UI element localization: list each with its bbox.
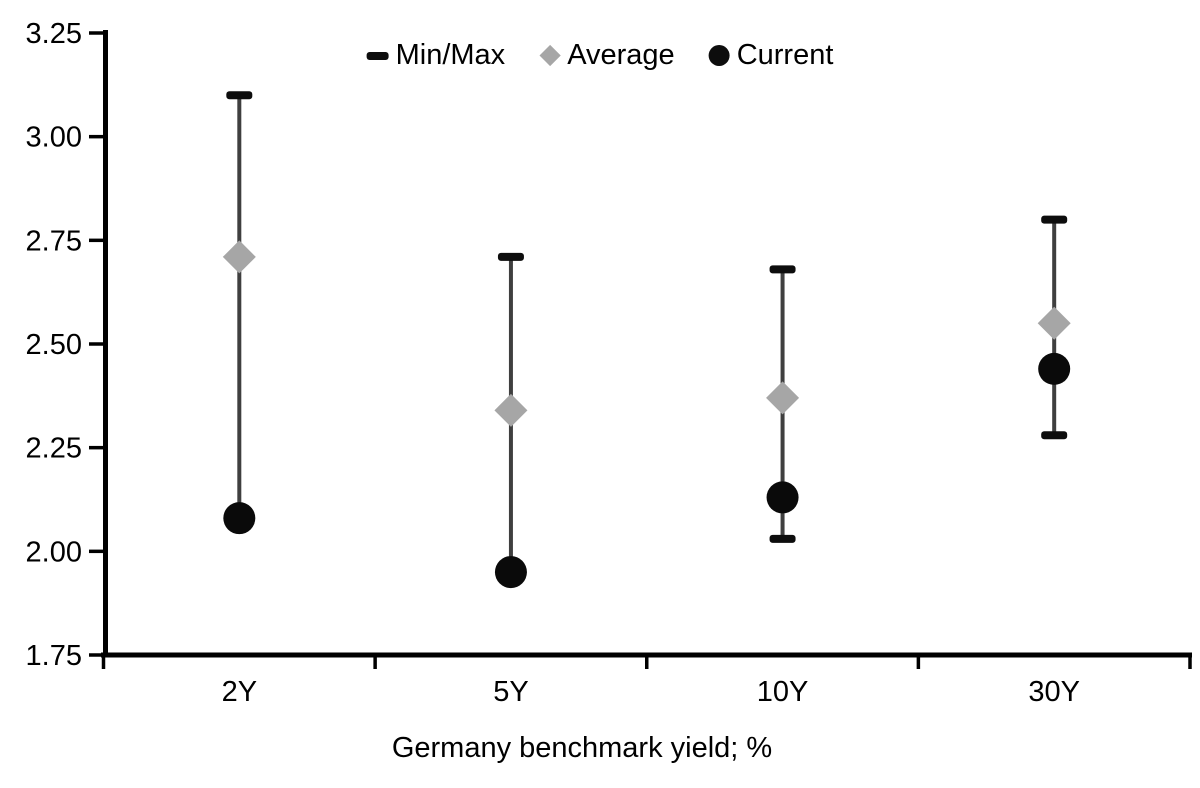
min-cap-10Y [769,534,796,543]
legend-item-average: Average [539,39,675,72]
current-marker-2Y [223,502,256,535]
x-tick-label-30Y: 30Y [1028,676,1080,708]
max-cap-30Y [1041,215,1068,224]
average-marker-2Y [222,240,256,274]
legend-item-current: Current [708,39,834,72]
legend-label-average: Average [567,39,675,71]
average-marker-30Y [1037,306,1071,340]
y-tick-label: 3.00 [26,122,82,154]
legend-label-minmax: Min/Max [395,39,506,71]
x-tick-label-5Y: 5Y [493,676,528,708]
y-tick-label: 3.25 [26,18,82,50]
legend-label-current: Current [736,39,834,71]
x-axis-title: Germany benchmark yield; % [392,732,772,764]
legend: Min/Max Average Current [366,39,834,72]
current-marker-5Y [494,556,527,589]
y-tick-label: 2.25 [26,433,82,465]
max-cap-5Y [497,252,524,261]
current-marker-30Y [1038,352,1071,385]
current-marker-10Y [766,481,799,514]
y-tick-label: 2.50 [26,329,82,361]
max-cap-2Y [226,91,253,100]
average-marker-5Y [494,393,528,427]
minmax-bar-icon [366,51,389,60]
y-tick-label: 1.75 [26,640,82,672]
current-circle-icon [708,45,730,66]
x-tick-label-10Y: 10Y [757,676,809,708]
x-tick-label-2Y: 2Y [222,676,257,708]
y-tick-label: 2.75 [26,225,82,257]
max-cap-10Y [769,265,796,274]
min-cap-30Y [1041,431,1068,440]
legend-item-minmax: Min/Max [366,39,506,72]
y-tick-label: 2.00 [26,536,82,568]
average-marker-10Y [766,381,800,415]
